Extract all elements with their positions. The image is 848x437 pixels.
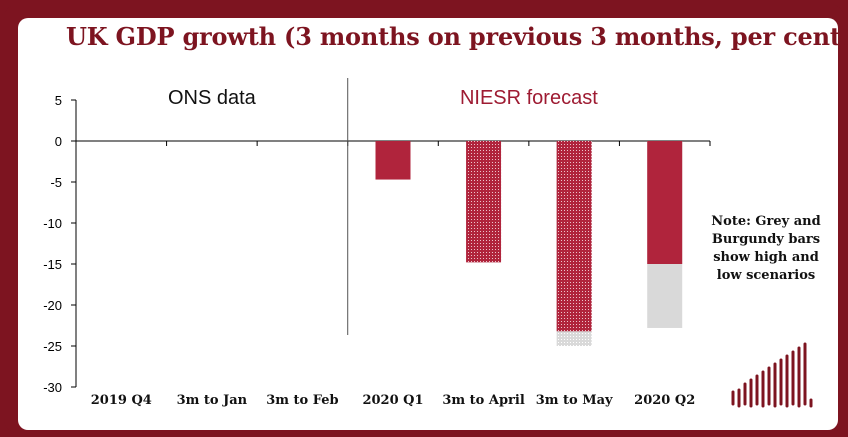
y-tick-label: 5 xyxy=(55,93,62,108)
y-tick-label: -15 xyxy=(43,257,62,272)
bar-burgundy xyxy=(556,141,592,332)
section-label-ons: ONS data xyxy=(168,87,257,109)
bar-burgundy xyxy=(647,141,683,264)
x-tick-label: 3m to May xyxy=(536,393,613,408)
chart-title: UK GDP growth (3 months on previous 3 mo… xyxy=(66,22,848,51)
chart-card xyxy=(18,18,838,430)
y-tick-label: 0 xyxy=(55,134,62,149)
x-tick-label: 3m to Feb xyxy=(266,393,338,408)
x-tick-label: 2020 Q2 xyxy=(634,393,695,408)
x-tick-label: 3m to April xyxy=(442,393,524,408)
x-tick-label: 2019 Q4 xyxy=(91,393,152,408)
bar-burgundy xyxy=(375,141,411,180)
chart-note: Note: Grey and Burgundy bars show high a… xyxy=(711,214,821,283)
y-tick-label: -30 xyxy=(43,380,62,395)
y-tick-label: -25 xyxy=(43,339,62,354)
x-tick-label: 2020 Q1 xyxy=(362,393,423,408)
bar-burgundy xyxy=(466,141,502,263)
section-label-niesr: NIESR forecast xyxy=(460,87,598,109)
chart-frame xyxy=(4,4,844,433)
niesr-logo-icon xyxy=(731,342,813,408)
y-tick-label: -10 xyxy=(43,216,62,231)
x-tick-label: 3m to Jan xyxy=(177,393,248,408)
y-tick-label: -20 xyxy=(43,298,62,313)
y-tick-label: -5 xyxy=(50,175,62,190)
